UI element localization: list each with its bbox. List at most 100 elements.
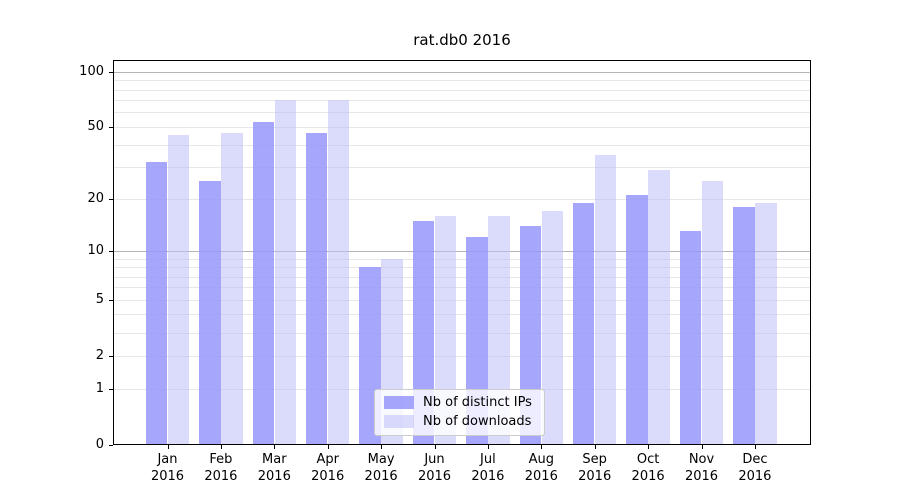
bar-ips-feb — [199, 181, 221, 444]
y-tick-label-50: 50 — [87, 118, 104, 134]
bar-downloads-oct — [648, 169, 670, 444]
x-tick-mark-sep — [594, 445, 596, 449]
x-tick-month: Jul — [480, 452, 496, 467]
gridline-y-7 — [114, 276, 810, 278]
legend-entry-ips: Nb of distinct IPs — [384, 395, 532, 410]
x-tick-mark-dec — [754, 445, 756, 449]
gridline-y-90 — [114, 80, 810, 82]
gridline-y-60 — [114, 112, 810, 114]
x-tick-month: Nov — [688, 452, 715, 467]
legend-label-distinct-ips: Nb of distinct IPs — [423, 395, 532, 410]
bar-downloads-feb — [221, 133, 243, 444]
bar-downloads-jan — [167, 135, 190, 444]
gridline-y-70 — [114, 100, 810, 102]
legend-label-downloads: Nb of downloads — [423, 414, 532, 429]
x-tick-mark-jul — [487, 445, 489, 449]
bar-downloads-dec — [755, 202, 777, 444]
y-tick-label-100: 100 — [79, 63, 104, 79]
bar-downloads-mar — [274, 100, 297, 444]
x-tick-month: Oct — [636, 452, 660, 467]
bar-ips-sep — [572, 202, 595, 444]
gridline-y-4 — [114, 314, 810, 316]
y-tick-label-2: 2 — [95, 347, 104, 363]
bar-ips-jan — [145, 162, 168, 444]
gridline-y-50 — [114, 126, 810, 128]
x-tick-year: 2016 — [364, 469, 398, 484]
x-tick-mark-mar — [274, 445, 276, 449]
legend-swatch-distinct-ips — [384, 396, 414, 409]
x-tick-year: 2016 — [471, 469, 505, 484]
gridline-y-40 — [114, 144, 810, 146]
x-tick-mark-oct — [648, 445, 650, 449]
y-tick-label-20: 20 — [87, 190, 104, 206]
gridline-y-2 — [114, 355, 810, 357]
legend-entry-downloads: Nb of downloads — [384, 414, 532, 429]
x-tick-year: 2016 — [684, 469, 719, 484]
x-tick-year: 2016 — [204, 469, 238, 484]
x-tick-label-jan: Jan 2016 — [136, 451, 200, 485]
x-tick-mark-may — [381, 445, 383, 449]
bar-ips-apr — [305, 133, 328, 444]
y-tick-mark-100 — [109, 71, 113, 73]
x-tick-month: Jun — [424, 452, 445, 467]
bar-downloads-jun — [434, 215, 457, 444]
gridline-y-80 — [114, 89, 810, 91]
x-tick-month: Dec — [742, 452, 768, 467]
gridline-y-30 — [114, 167, 810, 169]
bar-ips-jun — [412, 220, 435, 444]
x-tick-month: Jan — [157, 452, 178, 467]
x-tick-label-mar: Mar 2016 — [242, 451, 306, 485]
x-tick-label-jul: Jul 2016 — [456, 451, 520, 485]
y-tick-mark-5 — [109, 299, 113, 301]
x-tick-mark-aug — [541, 445, 543, 449]
x-tick-mark-jun — [434, 445, 436, 449]
gridline-y-6 — [114, 287, 810, 289]
x-tick-mark-nov — [701, 445, 703, 449]
x-tick-label-nov: Nov 2016 — [670, 451, 734, 485]
gridline-y-8 — [114, 267, 810, 268]
legend: Nb of distinct IPs Nb of downloads — [374, 389, 545, 436]
bar-ips-nov — [679, 231, 702, 444]
x-tick-label-dec: Dec 2016 — [723, 451, 787, 485]
bar-ips-mar — [252, 122, 275, 444]
bar-downloads-apr — [327, 100, 350, 444]
chart-title: rat.db0 2016 — [413, 31, 511, 49]
legend-swatch-downloads — [384, 415, 414, 428]
x-tick-month: May — [367, 452, 395, 467]
y-tick-mark-20 — [109, 198, 113, 200]
x-tick-year: 2016 — [417, 469, 452, 484]
bar-downloads-jul — [488, 215, 510, 444]
x-tick-month: Mar — [262, 452, 287, 467]
x-tick-label-oct: Oct 2016 — [616, 451, 680, 485]
x-tick-label-feb: Feb 2016 — [189, 451, 253, 485]
x-tick-year: 2016 — [738, 469, 772, 484]
y-tick-label-1: 1 — [95, 380, 104, 396]
x-tick-month: Sep — [582, 452, 607, 467]
x-tick-year: 2016 — [257, 469, 291, 484]
x-tick-label-may: May 2016 — [349, 451, 413, 485]
gridline-y-3 — [114, 332, 810, 334]
bar-downloads-sep — [594, 155, 617, 444]
x-tick-label-aug: Aug 2016 — [509, 451, 573, 485]
gridline-y-9 — [114, 258, 810, 260]
bar-ips-dec — [733, 206, 755, 444]
x-tick-year: 2016 — [631, 469, 665, 484]
y-tick-label-10: 10 — [87, 242, 104, 258]
x-tick-mark-feb — [220, 445, 222, 449]
gridline-y-20 — [114, 198, 810, 200]
x-tick-month: Apr — [316, 452, 339, 467]
x-tick-year: 2016 — [524, 469, 558, 484]
x-tick-month: Aug — [528, 452, 554, 467]
x-tick-mark-apr — [327, 445, 329, 449]
x-tick-mark-jan — [167, 445, 169, 449]
x-tick-year: 2016 — [578, 469, 612, 484]
bar-downloads-nov — [701, 181, 724, 444]
y-tick-mark-50 — [109, 126, 113, 128]
y-tick-mark-2 — [109, 355, 113, 357]
gridline-y-5 — [114, 299, 810, 301]
y-tick-mark-10 — [109, 250, 113, 252]
y-tick-mark-0 — [109, 444, 113, 446]
gridline-y-100 — [114, 71, 810, 73]
y-tick-label-0: 0 — [95, 436, 104, 452]
